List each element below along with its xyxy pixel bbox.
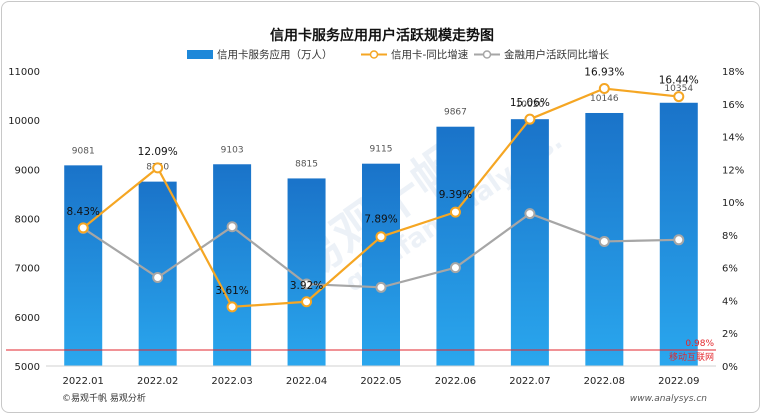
legend: 信用卡服务应用（万人） 信用卡-同比增速 金融用户活跃同比增长 bbox=[187, 48, 609, 61]
bar-value-label: 9867 bbox=[444, 108, 467, 118]
left-tick-label: 8000 bbox=[15, 215, 40, 226]
x-category-label: 2022.03 bbox=[211, 376, 252, 387]
x-category-label: 2022.02 bbox=[137, 376, 178, 387]
left-tick-label: 5000 bbox=[15, 362, 40, 373]
orange-line-marker bbox=[673, 91, 685, 103]
orange-line-marker bbox=[449, 206, 461, 218]
bar bbox=[510, 119, 549, 366]
orange-line-marker bbox=[226, 301, 238, 313]
rate-label: 12.09% bbox=[138, 146, 178, 158]
orange-line-marker bbox=[598, 83, 610, 95]
reference-line-note: 移动互联网 bbox=[669, 351, 714, 363]
left-tick-label: 11000 bbox=[8, 67, 40, 78]
bar bbox=[64, 165, 103, 366]
right-tick-label: 12% bbox=[722, 165, 744, 176]
legend-gray-label: 金融用户活跃同比增长 bbox=[504, 48, 609, 61]
right-tick-label: 4% bbox=[722, 296, 738, 307]
orange-line-series bbox=[77, 83, 685, 313]
right-tick-label: 6% bbox=[722, 264, 738, 275]
gray-line-marker bbox=[524, 208, 536, 220]
x-category-label: 2022.07 bbox=[509, 376, 550, 387]
bar bbox=[436, 126, 475, 366]
right-tick-label: 18% bbox=[722, 67, 744, 78]
x-category-label: 2022.01 bbox=[63, 376, 104, 387]
bar-value-label: 10146 bbox=[590, 94, 619, 104]
gray-line-marker bbox=[375, 281, 387, 293]
right-tick-label: 2% bbox=[722, 329, 738, 340]
rate-label: 9.39% bbox=[439, 189, 472, 201]
rate-label: 15.06% bbox=[510, 97, 550, 109]
bar-value-label: 9115 bbox=[370, 145, 393, 155]
legend-orange-label: 信用卡-同比增速 bbox=[391, 48, 469, 61]
x-category-label: 2022.09 bbox=[658, 376, 699, 387]
left-tick-label: 9000 bbox=[15, 165, 40, 176]
x-category-label: 2022.05 bbox=[360, 376, 401, 387]
rate-label: 3.92% bbox=[290, 280, 323, 292]
footer-url: www.analysys.cn bbox=[630, 394, 707, 404]
chart-canvas: 信用卡服务应用用户活跃规模走势图 信用卡服务应用（万人） 信用卡-同比增速 金融… bbox=[6, 27, 744, 404]
bar-value-label: 9103 bbox=[221, 145, 244, 155]
bar-value-label: 10020 bbox=[516, 100, 545, 110]
rate-label: 16.93% bbox=[584, 67, 624, 79]
left-tick-label: 6000 bbox=[15, 313, 40, 324]
right-tick-label: 16% bbox=[722, 100, 744, 111]
left-tick-label: 7000 bbox=[15, 264, 40, 275]
rate-label: 16.44% bbox=[659, 75, 699, 87]
x-category-label: 2022.06 bbox=[435, 376, 476, 387]
rate-label: 8.43% bbox=[67, 206, 100, 218]
right-tick-label: 14% bbox=[722, 133, 744, 144]
right-tick-label: 8% bbox=[722, 231, 738, 242]
gray-line-marker bbox=[598, 235, 610, 247]
left-tick-label: 10000 bbox=[8, 116, 40, 127]
legend-bar-swatch bbox=[187, 50, 213, 59]
bar-value-label: 10354 bbox=[664, 84, 693, 94]
legend-bar-label: 信用卡服务应用（万人） bbox=[217, 48, 333, 61]
rate-label: 7.89% bbox=[364, 214, 397, 226]
left-axis: 5000 6000 7000 8000 9000 10000 11000 bbox=[8, 67, 40, 373]
right-tick-label: 0% bbox=[722, 362, 738, 373]
gray-line-marker bbox=[152, 272, 164, 283]
x-category-label: 2022.08 bbox=[584, 376, 625, 387]
reference-line-label: 0.98% bbox=[685, 339, 714, 349]
x-category-label: 2022.04 bbox=[286, 376, 327, 387]
bar bbox=[287, 178, 326, 366]
bar bbox=[213, 164, 252, 366]
orange-line-marker bbox=[77, 222, 89, 234]
footer-source: ©易观千帆 易观分析 bbox=[62, 392, 146, 404]
right-tick-label: 10% bbox=[722, 198, 744, 209]
legend-orange-marker bbox=[369, 50, 379, 59]
bar-value-label: 8815 bbox=[295, 159, 318, 169]
orange-line-marker bbox=[524, 113, 536, 125]
bar bbox=[362, 163, 400, 366]
gray-line-marker bbox=[226, 221, 238, 233]
gray-line-marker bbox=[449, 262, 461, 274]
chart-title: 信用卡服务应用用户活跃规模走势图 bbox=[270, 27, 494, 44]
reference-line: 0.98% 移动互联网 bbox=[6, 339, 716, 363]
orange-line-marker bbox=[375, 231, 387, 243]
rate-labels: 8.43% 12.09% 3.61% 3.92% 7.89% 9.39% 15.06% 16.… bbox=[67, 67, 699, 297]
bar-value-label: 9081 bbox=[72, 146, 95, 156]
gray-line-marker bbox=[301, 278, 313, 290]
orange-line-marker bbox=[301, 296, 313, 308]
rate-label: 3.61% bbox=[215, 285, 248, 297]
x-axis-categories: 2022.01 2022.02 2022.03 2022.04 2022.05 2022.… bbox=[63, 376, 700, 387]
legend-gray-marker bbox=[482, 50, 492, 59]
orange-line-marker bbox=[152, 162, 164, 174]
gray-line-marker bbox=[673, 234, 685, 246]
right-axis: 0% 2% 4% 6% 8% 10% 12% 14% 16% 18% bbox=[722, 67, 744, 373]
